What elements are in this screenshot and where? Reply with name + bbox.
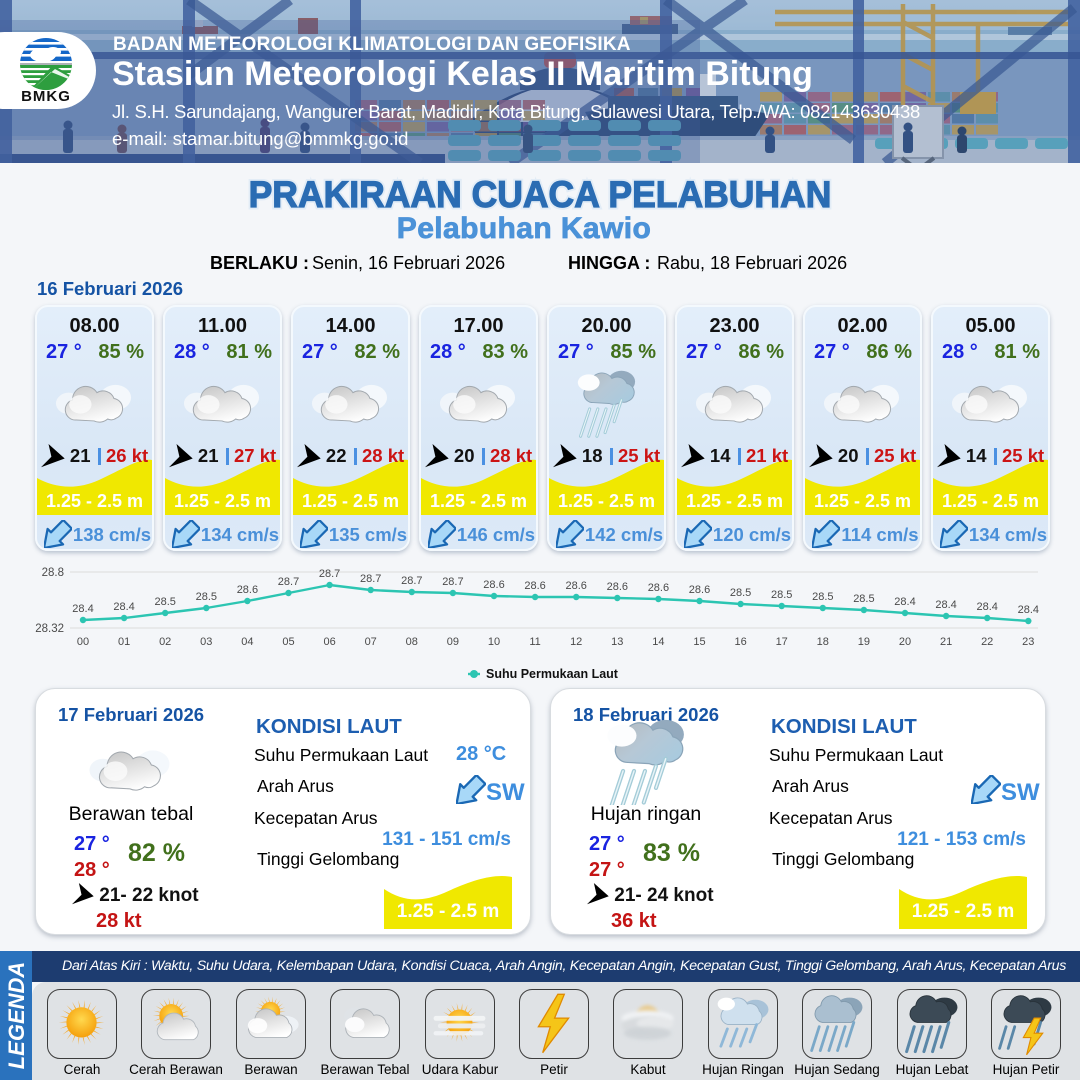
svg-text:28.7: 28.7 <box>442 576 463 588</box>
svg-text:05: 05 <box>282 636 294 648</box>
svg-text:28.6: 28.6 <box>565 580 586 592</box>
svg-text:01: 01 <box>118 636 130 648</box>
svg-text:28.6: 28.6 <box>689 584 710 596</box>
svg-text:14: 14 <box>652 636 664 648</box>
svg-text:16: 16 <box>734 636 746 648</box>
svg-text:07: 07 <box>365 636 377 648</box>
svg-text:28.5: 28.5 <box>771 589 792 601</box>
svg-text:28.5: 28.5 <box>730 587 751 599</box>
svg-text:28.6: 28.6 <box>524 580 545 592</box>
svg-text:28.6: 28.6 <box>237 584 258 596</box>
svg-text:28.6: 28.6 <box>648 582 669 594</box>
svg-text:28.6: 28.6 <box>483 579 504 591</box>
svg-text:04: 04 <box>241 636 253 648</box>
svg-text:28.7: 28.7 <box>319 568 340 580</box>
svg-text:28.7: 28.7 <box>278 576 299 588</box>
svg-text:28.4: 28.4 <box>894 596 915 608</box>
svg-text:12: 12 <box>570 636 582 648</box>
svg-text:11: 11 <box>529 636 540 648</box>
svg-text:10: 10 <box>488 636 500 648</box>
svg-text:19: 19 <box>858 636 870 648</box>
svg-text:17: 17 <box>776 636 788 648</box>
svg-text:09: 09 <box>447 636 459 648</box>
svg-text:28.5: 28.5 <box>196 591 217 603</box>
svg-text:28.4: 28.4 <box>72 603 93 615</box>
svg-text:15: 15 <box>693 636 705 648</box>
svg-text:23: 23 <box>1022 636 1034 648</box>
svg-text:28.4: 28.4 <box>976 601 997 613</box>
svg-text:20: 20 <box>899 636 911 648</box>
svg-text:22: 22 <box>981 636 993 648</box>
svg-text:03: 03 <box>200 636 212 648</box>
svg-text:28.5: 28.5 <box>853 593 874 605</box>
svg-text:28.32: 28.32 <box>35 623 64 635</box>
svg-text:21: 21 <box>940 636 952 648</box>
svg-text:28.4: 28.4 <box>113 601 134 613</box>
svg-text:28.5: 28.5 <box>154 596 175 608</box>
svg-text:02: 02 <box>159 636 171 648</box>
svg-text:08: 08 <box>406 636 418 648</box>
svg-text:28.8: 28.8 <box>42 567 64 579</box>
svg-text:28.7: 28.7 <box>401 575 422 587</box>
svg-text:00: 00 <box>77 636 89 648</box>
svg-text:13: 13 <box>611 636 623 648</box>
svg-text:06: 06 <box>323 636 335 648</box>
svg-text:Suhu Permukaan Laut: Suhu Permukaan Laut <box>486 667 619 681</box>
svg-text:28.7: 28.7 <box>360 573 381 585</box>
svg-text:28.4: 28.4 <box>935 599 956 611</box>
svg-text:28.6: 28.6 <box>607 581 628 593</box>
svg-text:18: 18 <box>817 636 829 648</box>
svg-text:28.5: 28.5 <box>812 591 833 603</box>
svg-text:28.4: 28.4 <box>1018 604 1039 616</box>
